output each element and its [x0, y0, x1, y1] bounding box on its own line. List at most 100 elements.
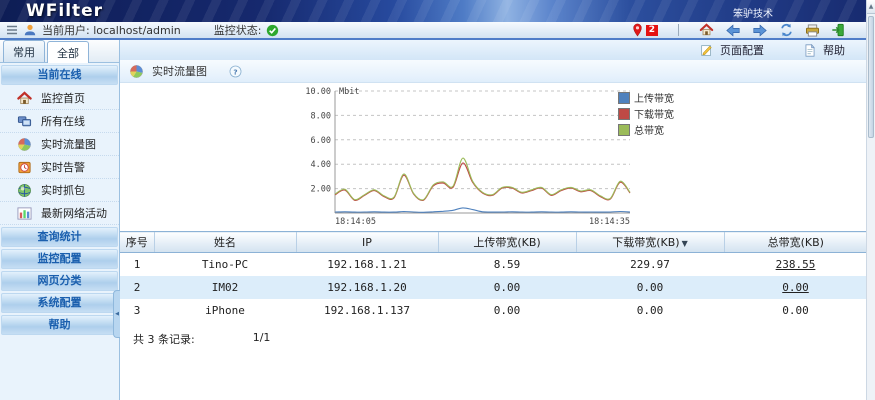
print-icon[interactable] [805, 23, 820, 37]
sidebar-section-current-online[interactable]: 当前在线 [1, 65, 118, 85]
cell-upload: 8.59 [493, 258, 521, 271]
sidebar-section-query-stats[interactable]: 查询统计 [1, 227, 118, 247]
traffic-table: 序号 姓名 IP 上传带宽(KB) 下载带宽(KB) ▼ 总带宽(KB) 1 Tino-PC 1… [120, 231, 867, 322]
current-user-label: 当前用户: localhost/admin [42, 24, 181, 37]
sidebar-item-all-online[interactable]: 所有在线 [0, 110, 119, 133]
alarm-icon [17, 160, 32, 175]
cell-name: iPhone [205, 304, 245, 317]
page-title: 实时流量图 [152, 65, 207, 78]
svg-text:?: ? [233, 67, 237, 76]
logout-icon[interactable] [831, 23, 845, 37]
svg-text:4.00: 4.00 [311, 160, 331, 170]
column-header-1[interactable]: 姓名 [153, 231, 296, 253]
scroll-thumb[interactable] [868, 16, 874, 138]
cell-ip: 192.168.1.21 [327, 258, 407, 271]
svg-text:10.00: 10.00 [305, 87, 331, 97]
record-count: 共 3 条记录: [133, 333, 195, 346]
table-footer: 共 3 条记录: 1/1 [120, 322, 867, 347]
legend-entry: 总带宽 [618, 122, 674, 137]
sidebar-section-system-config[interactable]: 系统配置 [1, 293, 118, 313]
sidebar-collapse-handle[interactable]: ◀ [113, 290, 120, 338]
column-header-5[interactable]: 总带宽(KB) [723, 231, 867, 253]
app-banner: WFilter 笨驴技术 [0, 0, 875, 22]
help-label[interactable]: 帮助 [823, 44, 845, 57]
back-arrow-icon[interactable] [725, 23, 741, 37]
cell-total: 0.00 [782, 304, 809, 317]
tab-all[interactable]: 全部 [47, 41, 89, 63]
pie-chart-icon [129, 64, 144, 79]
cell-no: 3 [133, 304, 141, 317]
sidebar-item-label: 实时告警 [41, 161, 85, 174]
sidebar-section-monitor-config[interactable]: 监控配置 [1, 249, 118, 269]
home-icon [17, 90, 32, 106]
refresh-icon[interactable] [779, 23, 794, 37]
svg-text:18:14:05: 18:14:05 [335, 217, 376, 227]
traffic-chart: 2.00 4.00 6.00 8.00 10.00 Mbit 18:14:05 18:14:3… [305, 87, 631, 227]
column-header-0[interactable]: 序号 [120, 231, 154, 253]
toolbar-nav-group: 2 [632, 23, 869, 37]
legend-swatch [618, 91, 630, 104]
menu-icon[interactable] [6, 25, 18, 35]
alert-pin-icon[interactable] [632, 23, 643, 37]
sidebar-tabs: 常用 全部 [0, 40, 119, 63]
svg-text:Mbit: Mbit [339, 87, 359, 97]
content-header: 实时流量图 ? [120, 60, 867, 83]
page-toolbar: 页面配置 帮助 [120, 40, 867, 60]
scrollbar[interactable]: ▲ [866, 0, 875, 400]
table-row[interactable]: 2 IM02 192.168.1.20 0.00 0.00 0.00 [120, 276, 867, 299]
sidebar-item-monitor-home[interactable]: 监控首页 [0, 87, 119, 110]
tab-common[interactable]: 常用 [3, 40, 45, 62]
page-config-icon[interactable] [700, 44, 713, 57]
cell-download: 0.00 [636, 281, 664, 294]
monitor-status-label: 监控状态: [213, 24, 262, 37]
cell-total[interactable]: 238.55 [775, 258, 816, 271]
legend-label: 上传带宽 [634, 94, 674, 105]
legend-swatch [618, 123, 630, 136]
sidebar-sections: 查询统计 监控配置 网页分类 系统配置 帮助 [0, 227, 119, 335]
chart-icon [17, 206, 32, 221]
chart-section: 2.00 4.00 6.00 8.00 10.00 Mbit 18:14:05 18:14:3… [120, 83, 867, 231]
sidebar-item-latest-activity[interactable]: 最新网络活动 [0, 202, 119, 225]
table-row[interactable]: 1 Tino-PC 192.168.1.21 8.59 229.97 238.55 [120, 253, 867, 277]
cell-download: 0.00 [636, 304, 664, 317]
cell-upload: 0.00 [493, 281, 521, 294]
column-header-3[interactable]: 上传带宽(KB) [437, 231, 576, 253]
sort-desc-icon: ▼ [681, 239, 688, 248]
page-config-label[interactable]: 页面配置 [720, 44, 764, 57]
svg-text:18:14:35: 18:14:35 [589, 217, 630, 227]
scroll-up-arrow[interactable]: ▲ [867, 0, 875, 14]
cell-no: 1 [133, 258, 141, 271]
sidebar-items: 监控首页所有在线实时流量图实时告警实时抓包 最新网络活动 [0, 87, 119, 225]
toolbar-separator [678, 24, 679, 36]
help-circle-icon[interactable]: ? [229, 65, 242, 78]
legend-label: 总带宽 [634, 126, 664, 137]
column-header-4[interactable]: 下载带宽(KB) ▼ [575, 231, 724, 253]
status-ok-icon [266, 24, 279, 37]
home-nav-icon[interactable] [699, 23, 714, 37]
sidebar-item-realtime-capture[interactable]: 实时抓包 [0, 179, 119, 202]
sidebar-item-realtime-traffic[interactable]: 实时流量图 [0, 133, 119, 156]
pie-icon [17, 137, 32, 152]
table-row[interactable]: 3 iPhone 192.168.1.137 0.00 0.00 0.00 [120, 299, 867, 322]
forward-arrow-icon[interactable] [752, 23, 768, 37]
cell-no: 2 [133, 281, 141, 294]
sidebar: 常用 全部 当前在线 监控首页所有在线实时流量图实时告警实时抓包 最新网络活动 查… [0, 40, 120, 400]
user-icon [23, 23, 37, 37]
cell-ip: 192.168.1.137 [323, 304, 411, 317]
sidebar-item-label: 所有在线 [41, 115, 85, 128]
legend-label: 下载带宽 [634, 110, 674, 121]
help-doc-icon[interactable] [804, 43, 816, 57]
globe-icon [17, 183, 32, 198]
cell-total[interactable]: 0.00 [782, 281, 809, 294]
sidebar-section-web-category[interactable]: 网页分类 [1, 271, 118, 291]
column-header-2[interactable]: IP [295, 231, 438, 253]
sidebar-item-label: 监控首页 [41, 92, 85, 105]
table-header-row: 序号 姓名 IP 上传带宽(KB) 下载带宽(KB) ▼ 总带宽(KB) [120, 231, 867, 253]
alert-count-badge[interactable]: 2 [645, 24, 658, 36]
cell-upload: 0.00 [493, 304, 521, 317]
chart-legend: 上传带宽下载带宽总带宽 [618, 90, 674, 137]
sidebar-section-help[interactable]: 帮助 [1, 315, 118, 335]
sidebar-item-realtime-alert[interactable]: 实时告警 [0, 156, 119, 179]
cell-download: 229.97 [630, 258, 670, 271]
